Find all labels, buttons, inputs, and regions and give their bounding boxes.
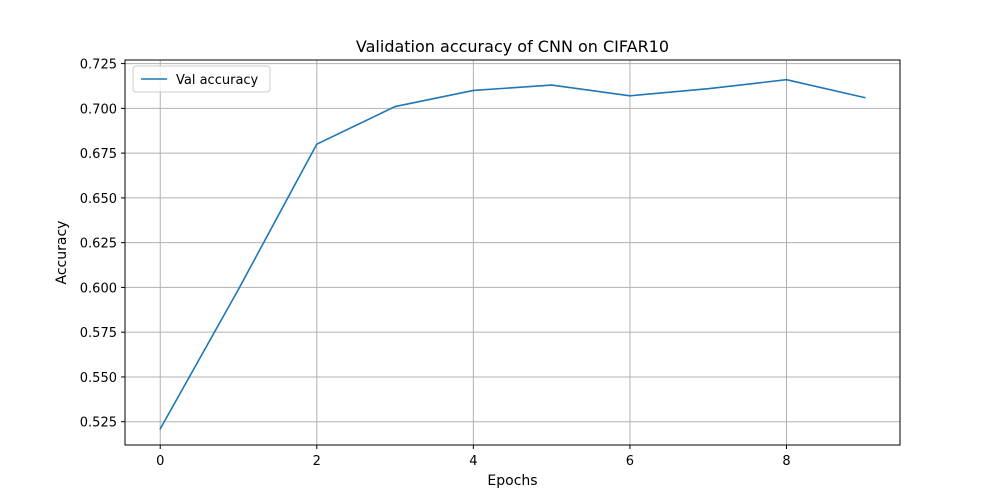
data-point <box>394 105 396 108</box>
y-tick-label: 0.725 <box>80 58 117 73</box>
y-tick-label: 0.675 <box>80 147 117 162</box>
data-point <box>550 84 553 86</box>
plot-frame <box>124 59 901 446</box>
grid-lines <box>125 60 900 445</box>
x-tick-label: 6 <box>626 454 634 469</box>
data-point <box>472 89 475 92</box>
data-point <box>785 78 788 81</box>
y-tick-label: 0.650 <box>80 192 117 207</box>
y-axis-label: Accuracy <box>54 221 70 285</box>
series-line-0 <box>159 78 865 430</box>
x-tick-label: 8 <box>782 454 790 469</box>
data-point <box>707 87 710 90</box>
legend: Val accuracy <box>132 65 271 93</box>
data-point <box>237 288 240 291</box>
legend-label: Val accuracy <box>176 73 259 88</box>
y-tick-label: 0.575 <box>80 326 117 341</box>
y-tick-label: 0.700 <box>80 102 117 117</box>
data-point <box>629 95 631 97</box>
data-point <box>315 143 318 145</box>
y-tick-label: 0.550 <box>80 371 117 386</box>
data-point <box>159 428 162 430</box>
legend-box <box>132 65 271 93</box>
y-tick-label: 0.600 <box>80 281 117 296</box>
x-tick-label: 4 <box>469 454 477 469</box>
axis-ticks: 0 2 4 6 8 0.525 0.550 0.575 0.600 0.625 0.650 0.675… <box>80 58 791 469</box>
x-axis-label: Epochs <box>487 473 537 489</box>
y-tick-label: 0.625 <box>80 237 117 252</box>
data-point <box>863 96 866 99</box>
x-tick-label: 2 <box>313 454 321 469</box>
x-tick-label: 0 <box>156 454 164 469</box>
chart-title: Validation accuracy of CNN on CIFAR10 <box>356 37 669 56</box>
y-tick-label: 0.525 <box>80 416 117 431</box>
series-layer <box>159 78 866 430</box>
